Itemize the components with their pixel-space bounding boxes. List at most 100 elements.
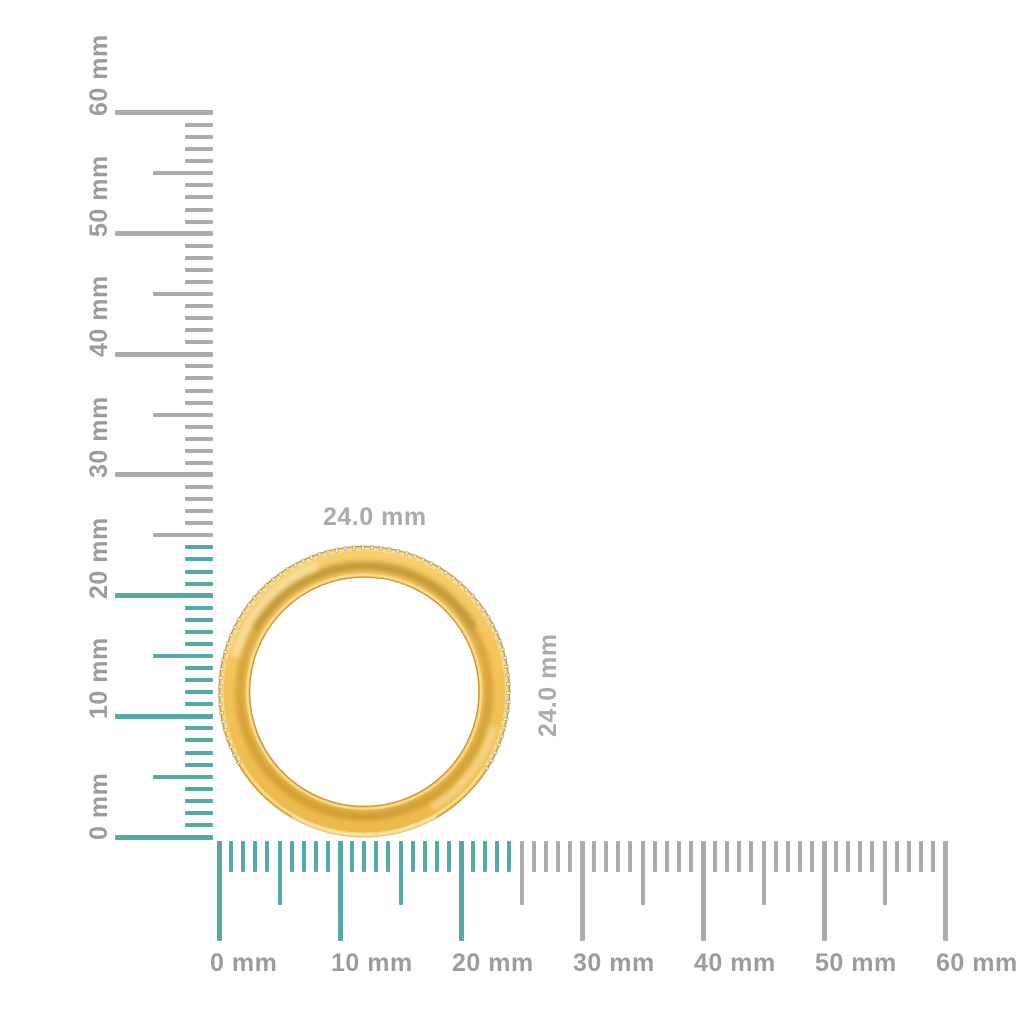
ruler-tick: [185, 123, 213, 128]
ruler-tick: [185, 509, 213, 514]
diamond-speck: [475, 600, 481, 606]
diamond-speck: [218, 676, 224, 680]
ruler-tick: [185, 762, 213, 767]
ruler-label: 40 mm: [694, 949, 776, 977]
ruler-tick: [241, 841, 246, 872]
ruler-tick: [483, 841, 488, 872]
diamond-speck: [235, 760, 242, 766]
ruler-tick: [543, 841, 548, 872]
ruler-tick: [115, 351, 213, 357]
diamond-speck: [317, 551, 322, 558]
diamond-speck: [489, 622, 496, 628]
diamond-speck: [228, 633, 235, 638]
diamond-speck: [420, 557, 426, 563]
ruler-tick: [185, 364, 213, 369]
diamond-speck: [436, 565, 442, 571]
ruler-tick: [301, 841, 306, 872]
ruler-tick: [115, 593, 213, 599]
ruler-tick: [185, 798, 213, 803]
diamond-speck: [228, 744, 234, 750]
ruler-tick: [185, 207, 213, 212]
diamond-speck: [378, 545, 383, 551]
diamond-specks: [217, 545, 511, 771]
ruler-tick: [185, 629, 213, 634]
ruler-tick: [350, 841, 355, 872]
ruler-tick: [185, 581, 213, 586]
diamond-speck: [326, 549, 331, 555]
diamond-speck: [285, 566, 291, 573]
diamond-speck: [428, 560, 434, 567]
diamond-speck: [505, 673, 511, 678]
diamond-speck: [370, 545, 374, 551]
diamond-speck: [493, 630, 499, 636]
diamond-speck: [504, 708, 510, 713]
diamond-speck: [505, 700, 511, 704]
ruler-tick: [185, 183, 213, 188]
ruler-tick: [592, 841, 597, 872]
ring-sheen-highlight: [230, 561, 321, 659]
diamond-speck: [222, 728, 228, 733]
ruler-tick: [446, 841, 451, 872]
ruler-tick: [115, 231, 213, 237]
ruler-tick: [185, 810, 213, 815]
ruler-tick: [185, 557, 213, 562]
ring-sheen-highlight-2: [429, 725, 498, 812]
ruler-tick: [185, 702, 213, 707]
ruler-tick: [185, 159, 213, 164]
diamond-speck: [241, 609, 247, 615]
ruler-tick: [185, 460, 213, 465]
ruler-tick: [185, 545, 213, 550]
ruler-tick: [688, 841, 693, 872]
ruler-tick: [313, 841, 318, 872]
ruler-tick: [185, 279, 213, 284]
ruler-tick: [930, 841, 935, 872]
ruler-tick: [185, 521, 213, 526]
ruler-tick: [495, 841, 500, 872]
diamond-speck: [225, 736, 231, 741]
diamond-speck: [301, 558, 306, 564]
ruler-tick: [386, 841, 391, 872]
ruler-tick: [153, 412, 213, 417]
ruler-tick: [713, 841, 718, 872]
ruler-tick: [185, 738, 213, 743]
ruler-tick: [185, 436, 213, 441]
diamond-speck: [246, 602, 252, 608]
ruler-tick: [640, 841, 645, 905]
ruler-tick: [153, 291, 213, 296]
ruler-tick: [858, 841, 863, 872]
ruler-tick: [185, 147, 213, 152]
ruler-tick: [567, 841, 572, 872]
ruler-label: 60 mm: [936, 949, 1018, 977]
ruler-label: 30 mm: [573, 949, 655, 977]
ring-top-inner-shadow: [250, 560, 479, 631]
diamond-speck: [404, 551, 409, 557]
ruler-tick: [749, 841, 754, 872]
diamond-speck: [236, 617, 243, 623]
ruler-tick: [115, 713, 213, 719]
ruler-tick: [185, 340, 213, 345]
ruler-tick: [519, 841, 524, 905]
ruler-tick: [185, 497, 213, 502]
ruler-tick: [398, 841, 403, 905]
ruler-tick: [115, 834, 213, 840]
diamond-speck: [219, 711, 225, 715]
diamond-speck: [231, 752, 238, 758]
diamond-speck: [223, 649, 229, 655]
diamond-speck: [343, 546, 348, 552]
diamond-speck: [412, 553, 418, 560]
diamond-speck: [485, 614, 491, 620]
ruler-tick: [277, 841, 282, 905]
diamond-speck: [232, 624, 239, 630]
diamond-speck: [218, 702, 224, 707]
ruler-tick: [834, 841, 839, 872]
diamond-speck: [395, 548, 401, 555]
diamond-speck: [251, 595, 258, 601]
ruler-tick: [185, 641, 213, 646]
diamond-speck: [450, 575, 456, 581]
diamond-speck: [334, 547, 339, 553]
ruler-tick: [185, 750, 213, 755]
ruler-tick: [870, 841, 875, 872]
ruler-tick: [185, 255, 213, 260]
ruler-tick: [185, 388, 213, 393]
